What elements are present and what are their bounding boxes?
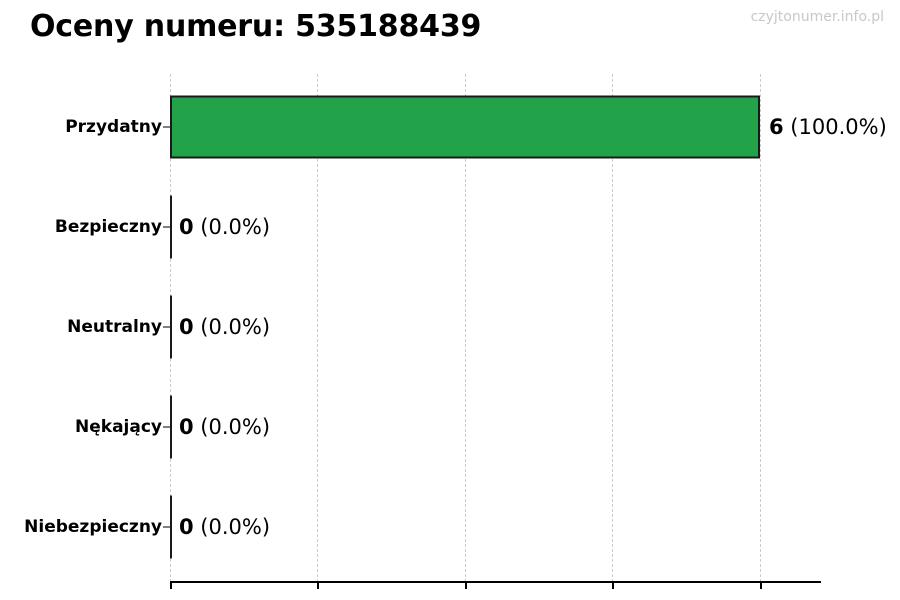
y-axis-tick-3 bbox=[163, 426, 170, 428]
y-axis-tick-4 bbox=[163, 526, 170, 528]
bar-nękający[interactable] bbox=[170, 395, 172, 459]
x-axis-line bbox=[170, 581, 821, 583]
bar-bezpieczny[interactable] bbox=[170, 195, 172, 259]
y-axis-tick-1 bbox=[163, 226, 170, 228]
gridline-x-2 bbox=[465, 74, 466, 582]
x-axis-tick-3 bbox=[612, 583, 614, 589]
site-watermark: czyjtonumer.info.pl bbox=[750, 9, 884, 25]
bar-value-count: 6 bbox=[769, 115, 784, 139]
y-axis-label-przydatny: Przydatny bbox=[65, 117, 162, 137]
gridline-x-4 bbox=[760, 74, 761, 582]
y-axis-tick-0 bbox=[163, 126, 170, 128]
gridline-x-3 bbox=[612, 74, 613, 582]
bar-neutralny[interactable] bbox=[170, 295, 172, 359]
bar-value-count: 0 bbox=[179, 415, 194, 439]
bar-value-percent: (0.0%) bbox=[193, 215, 271, 239]
bar-value-percent: (100.0%) bbox=[783, 115, 887, 139]
gridline-x-1 bbox=[317, 74, 318, 582]
x-axis-tick-1 bbox=[317, 583, 319, 589]
bar-value-label-neutralny: 0 (0.0%) bbox=[179, 315, 270, 339]
x-axis-tick-4 bbox=[760, 583, 762, 589]
bar-value-percent: (0.0%) bbox=[193, 315, 271, 339]
y-axis-label-bezpieczny: Bezpieczny bbox=[54, 217, 162, 237]
bar-przydatny[interactable] bbox=[170, 95, 760, 159]
bar-value-label-bezpieczny: 0 (0.0%) bbox=[179, 215, 270, 239]
page-title: Oceny numeru: 535188439 bbox=[30, 9, 482, 44]
bar-value-count: 0 bbox=[179, 215, 194, 239]
bar-value-count: 0 bbox=[179, 515, 194, 539]
y-axis-label-neutralny: Neutralny bbox=[67, 317, 162, 337]
y-axis-label-nękający: Nękający bbox=[75, 417, 162, 437]
bar-value-label-niebezpieczny: 0 (0.0%) bbox=[179, 515, 270, 539]
bar-value-count: 0 bbox=[179, 315, 194, 339]
y-axis-tick-2 bbox=[163, 326, 170, 328]
y-axis-label-niebezpieczny: Niebezpieczny bbox=[24, 517, 162, 537]
bar-value-percent: (0.0%) bbox=[193, 415, 271, 439]
bar-value-label-nękający: 0 (0.0%) bbox=[179, 415, 270, 439]
bar-value-label-przydatny: 6 (100.0%) bbox=[769, 115, 887, 139]
x-axis-tick-2 bbox=[465, 583, 467, 589]
bar-niebezpieczny[interactable] bbox=[170, 495, 172, 559]
x-axis-tick-0 bbox=[170, 583, 172, 589]
bar-value-percent: (0.0%) bbox=[193, 515, 271, 539]
